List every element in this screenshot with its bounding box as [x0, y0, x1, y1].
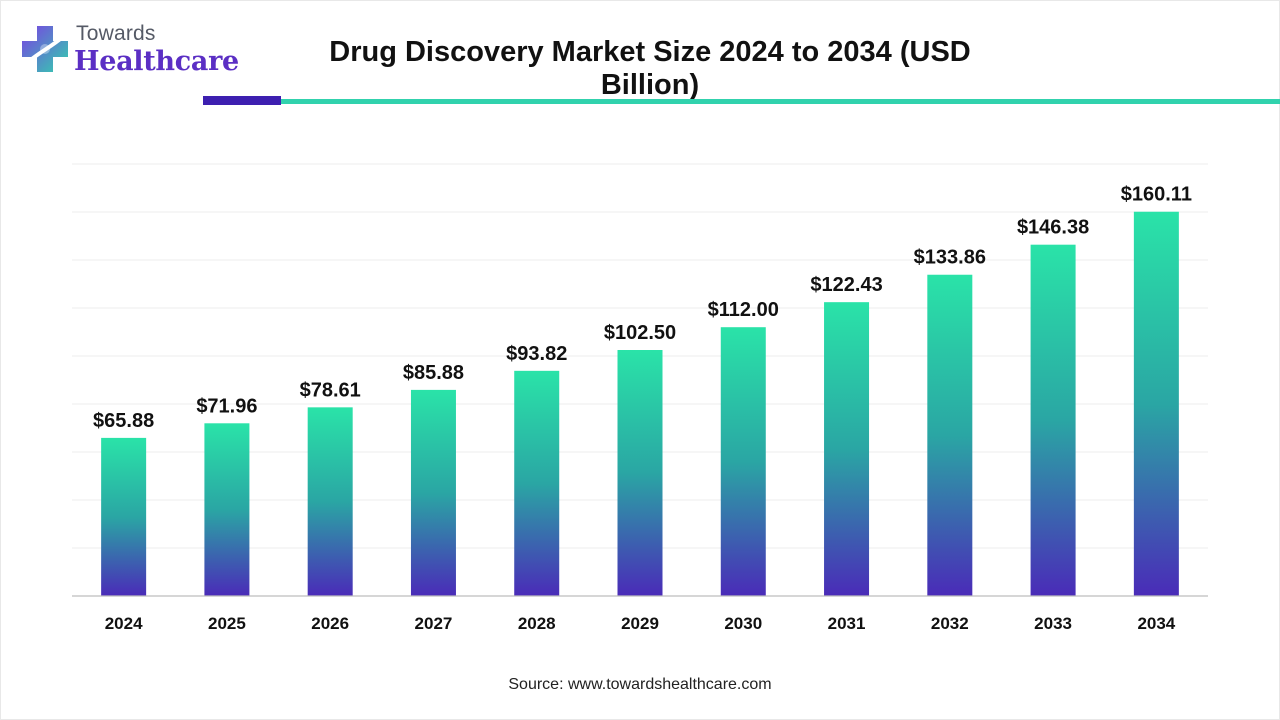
bar-2025	[204, 423, 250, 596]
accent-bar-dark	[203, 96, 281, 105]
bar-2034	[1133, 211, 1179, 596]
bar-2026	[307, 407, 353, 596]
value-label-2032: $133.86	[914, 247, 986, 269]
source-note: Source: www.towardshealthcare.com	[508, 676, 772, 693]
x-tick-label-2032: 2032	[931, 614, 969, 633]
x-tick-label-2025: 2025	[208, 614, 246, 633]
bar-2032	[927, 274, 973, 596]
value-label-2030: $112.00	[708, 299, 779, 321]
bar-2029	[617, 350, 663, 596]
x-tick-label-2030: 2030	[724, 614, 762, 633]
x-tick-label-2028: 2028	[518, 614, 556, 633]
value-label-2024: $65.88	[93, 410, 154, 432]
logo: Towards Healthcare	[20, 20, 250, 84]
x-tick-label-2029: 2029	[621, 614, 659, 633]
value-label-2028: $93.82	[506, 343, 567, 365]
bar-2031	[824, 302, 870, 596]
bar-2027	[410, 389, 456, 596]
accent-bar-teal	[281, 99, 1280, 104]
x-tick-label-2027: 2027	[415, 614, 453, 633]
value-label-2034: $160.11	[1121, 184, 1192, 206]
bar-2028	[514, 370, 560, 596]
value-label-2029: $102.50	[604, 322, 676, 344]
value-label-2027: $85.88	[403, 362, 464, 384]
x-tick-label-2031: 2031	[828, 614, 866, 633]
bar-2024	[101, 437, 147, 596]
value-label-2026: $78.61	[300, 379, 361, 401]
logo-text-main: Healthcare	[74, 46, 239, 77]
value-label-2025: $71.96	[196, 395, 257, 417]
x-tick-label-2024: 2024	[105, 614, 143, 633]
bar-2033	[1030, 244, 1076, 597]
logo-text-top: Towards	[76, 22, 156, 45]
x-tick-label-2026: 2026	[311, 614, 349, 633]
value-label-2033: $146.38	[1017, 217, 1089, 239]
bar-2030	[720, 327, 766, 596]
value-labels: $65.88 $71.96 $78.61 $85.88 $93.82 $102.50 $11…	[93, 184, 1192, 432]
bars	[101, 211, 1179, 597]
x-tick-label-2034: 2034	[1137, 614, 1175, 633]
x-axis-labels: 2024 2025 2026 2027 2028 2029 2030 2031 2032 2033…	[105, 614, 1176, 633]
chart-title: Drug Discovery Market Size 2024 to 2034 …	[329, 36, 971, 101]
medical-cross-icon	[22, 26, 68, 72]
x-tick-label-2033: 2033	[1034, 614, 1072, 633]
value-label-2031: $122.43	[810, 274, 882, 296]
